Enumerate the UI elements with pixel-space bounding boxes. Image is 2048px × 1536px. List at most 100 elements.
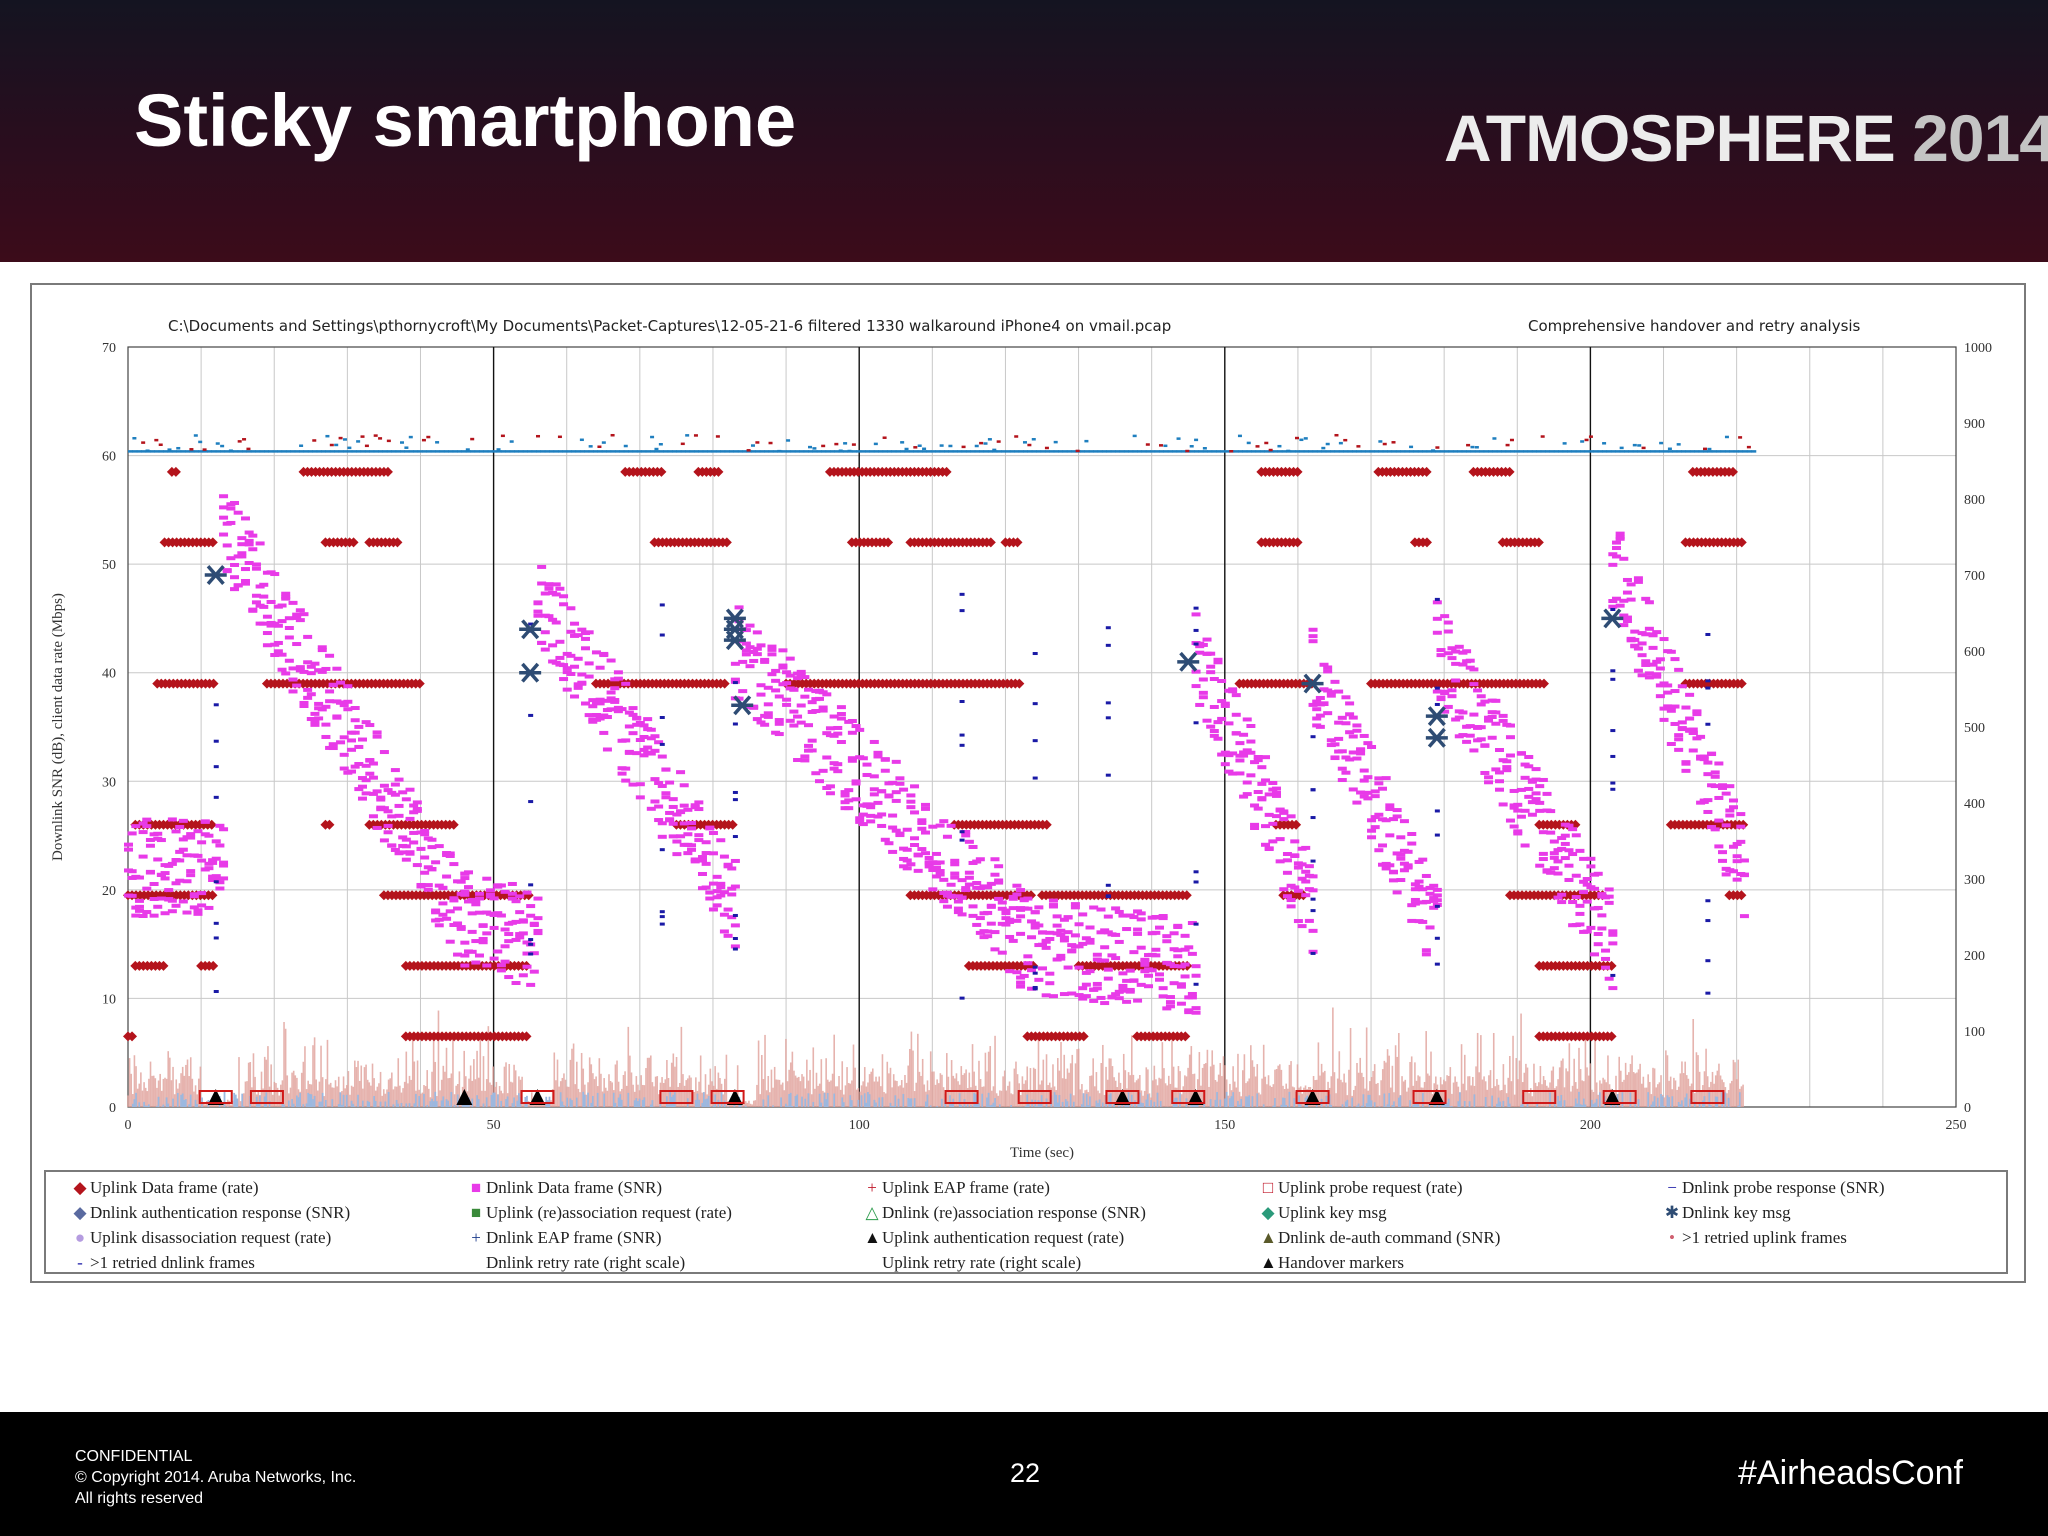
dnlink-snr-point [705,896,715,901]
dnlink-snr-point [1502,765,1512,770]
top-band-mark [1158,450,1164,453]
x-tick-label: 100 [849,1118,870,1133]
dnlink-snr-point [1326,738,1336,743]
dnlink-snr-point [1436,648,1446,653]
dnlink-snr-point [471,899,481,904]
dnlink-snr-point [226,520,236,525]
dnlink-snr-point [1312,699,1322,704]
dnlink-snr-point [1407,918,1417,923]
dnlink-snr-point [175,858,185,863]
dnlink-snr-point [336,680,346,685]
probe-request-mark [1295,1090,1330,1104]
probe-response-mark [1434,702,1440,706]
dnlink-snr-point [518,973,528,978]
top-band-mark [386,450,392,453]
dnlink-snr-point [390,792,400,797]
dnlink-snr-point [785,673,795,678]
dnlink-snr-point [774,721,784,726]
top-band-mark [860,450,866,453]
dnlink-snr-point [1410,901,1420,906]
top-band-mark [759,450,765,453]
dnlink-snr-point [361,791,371,796]
dnlink-snr-point [1725,813,1735,818]
dnlink-snr-point [1670,704,1680,709]
dnlink-snr-point [588,698,598,703]
top-band-mark [272,450,278,453]
dnlink-snr-point [1081,994,1091,999]
dnlink-snr-point [687,820,697,825]
dnlink-snr-point [1367,835,1377,840]
top-band-mark [413,450,419,453]
dnlink-snr-point [1129,915,1139,920]
top-band-mark [378,450,384,453]
dnlink-snr-point [559,663,569,668]
top-band-mark [843,450,849,453]
dnlink-snr-point [902,866,912,871]
top-band-mark [149,450,155,453]
probe-response-mark [1310,735,1316,739]
dnlink-snr-point [310,722,320,727]
top-band-mark [1123,450,1129,453]
dnlink-snr-point [1469,667,1479,672]
dnlink-snr-point [1557,892,1567,897]
top-band-mark [944,450,950,453]
dnlink-snr-point [1721,872,1731,877]
top-band-mark [1163,450,1169,453]
dnlink-snr-point [1714,818,1724,823]
dnlink-snr-point [1191,964,1201,969]
dnlink-snr-point [555,586,565,591]
top-band-mark [1430,449,1435,452]
dnlink-snr-point [1016,914,1026,919]
dnlink-snr-point [855,727,865,732]
top-band-mark [1624,450,1630,453]
top-band-mark [702,450,708,453]
dnlink-snr-point [1505,818,1515,823]
top-band-mark [1378,450,1384,453]
top-band-mark [1062,450,1068,453]
dnlink-snr-point [273,649,283,654]
probe-response-mark [959,743,965,747]
dnlink-snr-point [474,891,484,896]
dnlink-snr-point [390,768,400,773]
dnlink-snr-point [186,835,196,840]
dnlink-snr-point [1235,741,1245,746]
top-band-mark [536,434,541,438]
probe-response-mark [1610,754,1616,758]
dnlink-snr-point [621,738,631,743]
top-band-mark [619,450,625,453]
top-band-mark [654,447,659,451]
dnlink-snr-point [1001,908,1011,913]
top-band-mark [1746,445,1751,449]
top-band-mark [1409,445,1414,449]
dnlink-snr-point [1136,945,1146,950]
top-band-mark [834,450,840,453]
top-band-mark [1207,450,1213,453]
top-band-mark [808,450,814,453]
top-band-mark [917,444,922,447]
dnlink-snr-point [931,851,941,856]
dnlink-snr-point [1480,699,1490,704]
dnlink-snr-point [1352,800,1362,805]
dnlink-snr-point [836,712,846,717]
dnlink-snr-point [646,806,656,811]
dnlink-snr-point [1502,768,1512,773]
dnlink-snr-point [211,874,221,879]
x-tick-label: 0 [125,1118,132,1133]
dnlink-snr-point [288,600,298,605]
probe-response-mark [1105,643,1111,647]
dnlink-snr-point [167,898,177,903]
top-band-mark [1707,447,1712,451]
top-band-mark [294,450,300,453]
dnlink-snr-point [591,650,601,655]
dnlink-snr-point [763,711,773,716]
dnlink-snr-point [1246,773,1256,778]
dnlink-snr-point [1531,791,1541,796]
top-band-mark [1588,435,1593,438]
dnlink-snr-point [800,675,810,680]
dnlink-snr-point [624,724,634,729]
dnlink-snr-point [1608,941,1618,946]
dnlink-probe-series [213,592,1711,1000]
dnlink-snr-point [409,803,419,808]
top-band-mark [171,450,177,453]
dnlink-snr-point [145,843,155,848]
